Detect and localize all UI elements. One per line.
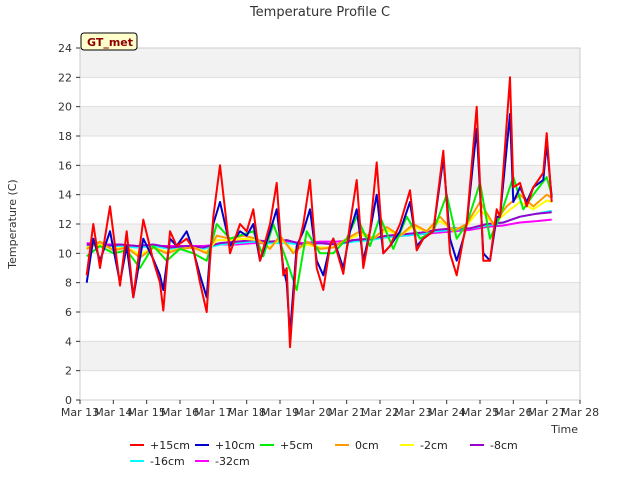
grid-band (80, 165, 580, 195)
series-line-15cm (85, 76, 553, 349)
y-tick-label: 2 (65, 365, 72, 378)
x-tick-label: Mar 22 (361, 406, 399, 419)
x-tick-label: Mar 25 (461, 406, 499, 419)
y-tick-label: 24 (58, 42, 72, 55)
series-line-5cm (86, 176, 553, 291)
legend-label: -2cm (420, 439, 448, 452)
y-tick-label: 12 (58, 218, 72, 231)
legend-label: -16cm (150, 455, 185, 468)
x-tick-label: Mar 19 (261, 406, 299, 419)
legend-label: +15cm (150, 439, 190, 452)
x-tick-label: Mar 14 (94, 406, 132, 419)
y-tick-label: 14 (58, 189, 72, 202)
x-tick-label: Mar 28 (561, 406, 599, 419)
y-tick-label: 20 (58, 101, 72, 114)
x-tick-label: Mar 13 (61, 406, 99, 419)
y-tick-label: 0 (65, 394, 72, 407)
legend-label: +5cm (280, 439, 313, 452)
legend-label: -32cm (215, 455, 250, 468)
chart-title: Temperature Profile C (249, 5, 390, 20)
x-tick-label: Mar 16 (161, 406, 199, 419)
y-tick-label: 18 (58, 130, 72, 143)
x-tick-label: Mar 24 (428, 406, 466, 419)
y-tick-label: 8 (65, 277, 72, 290)
legend-label: -8cm (490, 439, 518, 452)
y-tick-label: 22 (58, 71, 72, 84)
series-lines (85, 76, 553, 349)
series-line-8cm (86, 211, 552, 249)
x-tick-label: Mar 27 (528, 406, 566, 419)
grid-band (80, 48, 580, 78)
grid-band (80, 106, 580, 136)
legend-label: +10cm (215, 439, 255, 452)
x-tick-label: Mar 18 (228, 406, 266, 419)
legend: +15cm +10cm +5cm 0cm -2cm -8cm -16cm -32cm (130, 439, 518, 468)
x-tick-label: Mar 26 (494, 406, 532, 419)
gt-met-badge: GT_met (80, 32, 138, 51)
x-tick-label: Mar 20 (294, 406, 332, 419)
badge-label: GT_met (87, 36, 133, 49)
x-tick-label: Mar 17 (194, 406, 232, 419)
y-tick-label: 10 (58, 247, 72, 260)
y-axis-label: Temperature (C) (6, 179, 19, 269)
x-tick-label: Mar 21 (328, 406, 366, 419)
y-tick-label: 4 (65, 335, 72, 348)
x-tick-label: Mar 15 (128, 406, 166, 419)
y-tick-label: 16 (58, 159, 72, 172)
x-axis-label: Time (550, 423, 578, 436)
grid-band (80, 282, 580, 312)
grid-band (80, 341, 580, 371)
x-tick-label: Mar 23 (394, 406, 432, 419)
legend-label: 0cm (355, 439, 379, 452)
y-tick-label: 6 (65, 306, 72, 319)
